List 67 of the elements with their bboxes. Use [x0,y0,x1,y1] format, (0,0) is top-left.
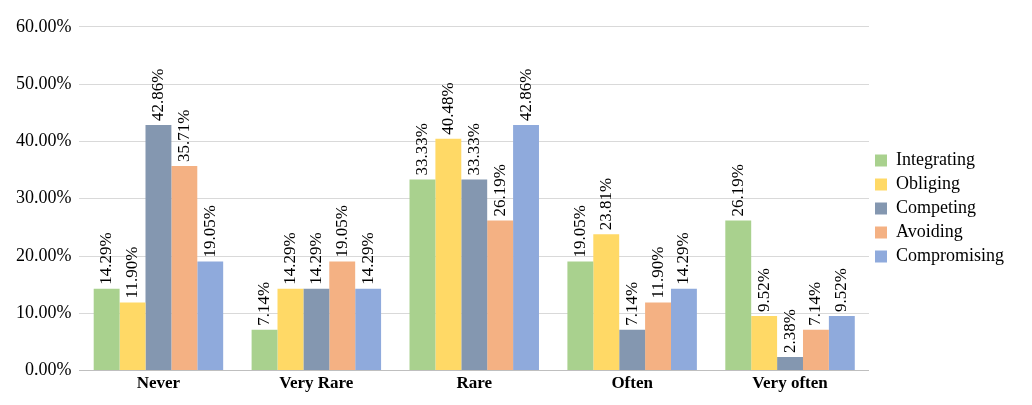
bar [461,179,488,371]
data-label: 42.86% [515,68,535,122]
bar [725,220,752,371]
data-label: 19.05% [199,205,219,258]
legend-label: Compromising [895,245,1005,266]
y-tick-label: 50.00% [15,72,72,93]
bar [251,329,278,371]
y-tick-label: 30.00% [15,187,72,208]
data-label: 7.14% [254,281,274,326]
bar [171,165,198,371]
data-label: 7.14% [805,281,825,326]
bar [435,138,462,371]
data-label: 2.38% [779,309,799,353]
x-tick-label: Very often [752,373,829,393]
bar [145,125,172,371]
data-label: 19.05% [331,205,351,258]
data-label: 40.48% [437,82,457,135]
data-label: 23.81% [595,177,615,231]
data-label: 19.05% [569,205,589,258]
data-label: 26.19% [727,164,747,217]
data-label: 14.29% [279,232,299,285]
bar [409,179,436,371]
data-label: 35.71% [173,109,193,162]
bar [751,316,778,371]
data-label: 26.19% [489,164,509,217]
data-label: 7.14% [621,281,641,326]
x-tick-label: Rare [456,373,493,393]
data-label: 14.29% [96,232,116,285]
data-label: 14.29% [305,232,325,285]
bar [197,261,224,371]
bar [303,288,330,371]
bar [619,329,646,371]
bar [119,302,146,371]
bar [645,302,671,371]
bar [777,356,803,371]
x-tick-label: Often [611,373,654,393]
bar [593,234,620,371]
y-tick-label: 0.00% [24,359,72,380]
y-tick-label: 60.00% [15,15,72,36]
bar [277,288,304,371]
legend-label: Obliging [895,173,961,194]
data-label: 9.52% [831,268,851,313]
y-tick-label: 10.00% [15,302,72,323]
bar [487,220,514,371]
y-tick-label: 40.00% [15,130,72,151]
legend-label: Avoiding [895,221,963,242]
data-label: 14.29% [357,232,377,285]
bar [567,261,594,371]
data-label: 33.33% [463,123,483,176]
x-tick-label: Very Rare [279,373,354,393]
y-tick-label: 20.00% [15,244,72,265]
data-label: 14.29% [673,232,693,285]
data-label: 33.33% [411,123,431,176]
data-label: 11.90% [122,246,142,299]
x-tick-label: Never [136,373,181,393]
legend-label: Competing [895,197,976,218]
data-label: 42.86% [147,68,167,122]
legend-label: Integrating [895,149,975,170]
bar [355,288,382,371]
bar [670,288,697,371]
bar [513,125,539,371]
data-label: 11.90% [647,246,667,299]
bar [329,261,356,371]
bar [828,316,855,371]
data-label: 9.52% [753,268,773,313]
bar [802,329,829,371]
bar [93,288,120,371]
